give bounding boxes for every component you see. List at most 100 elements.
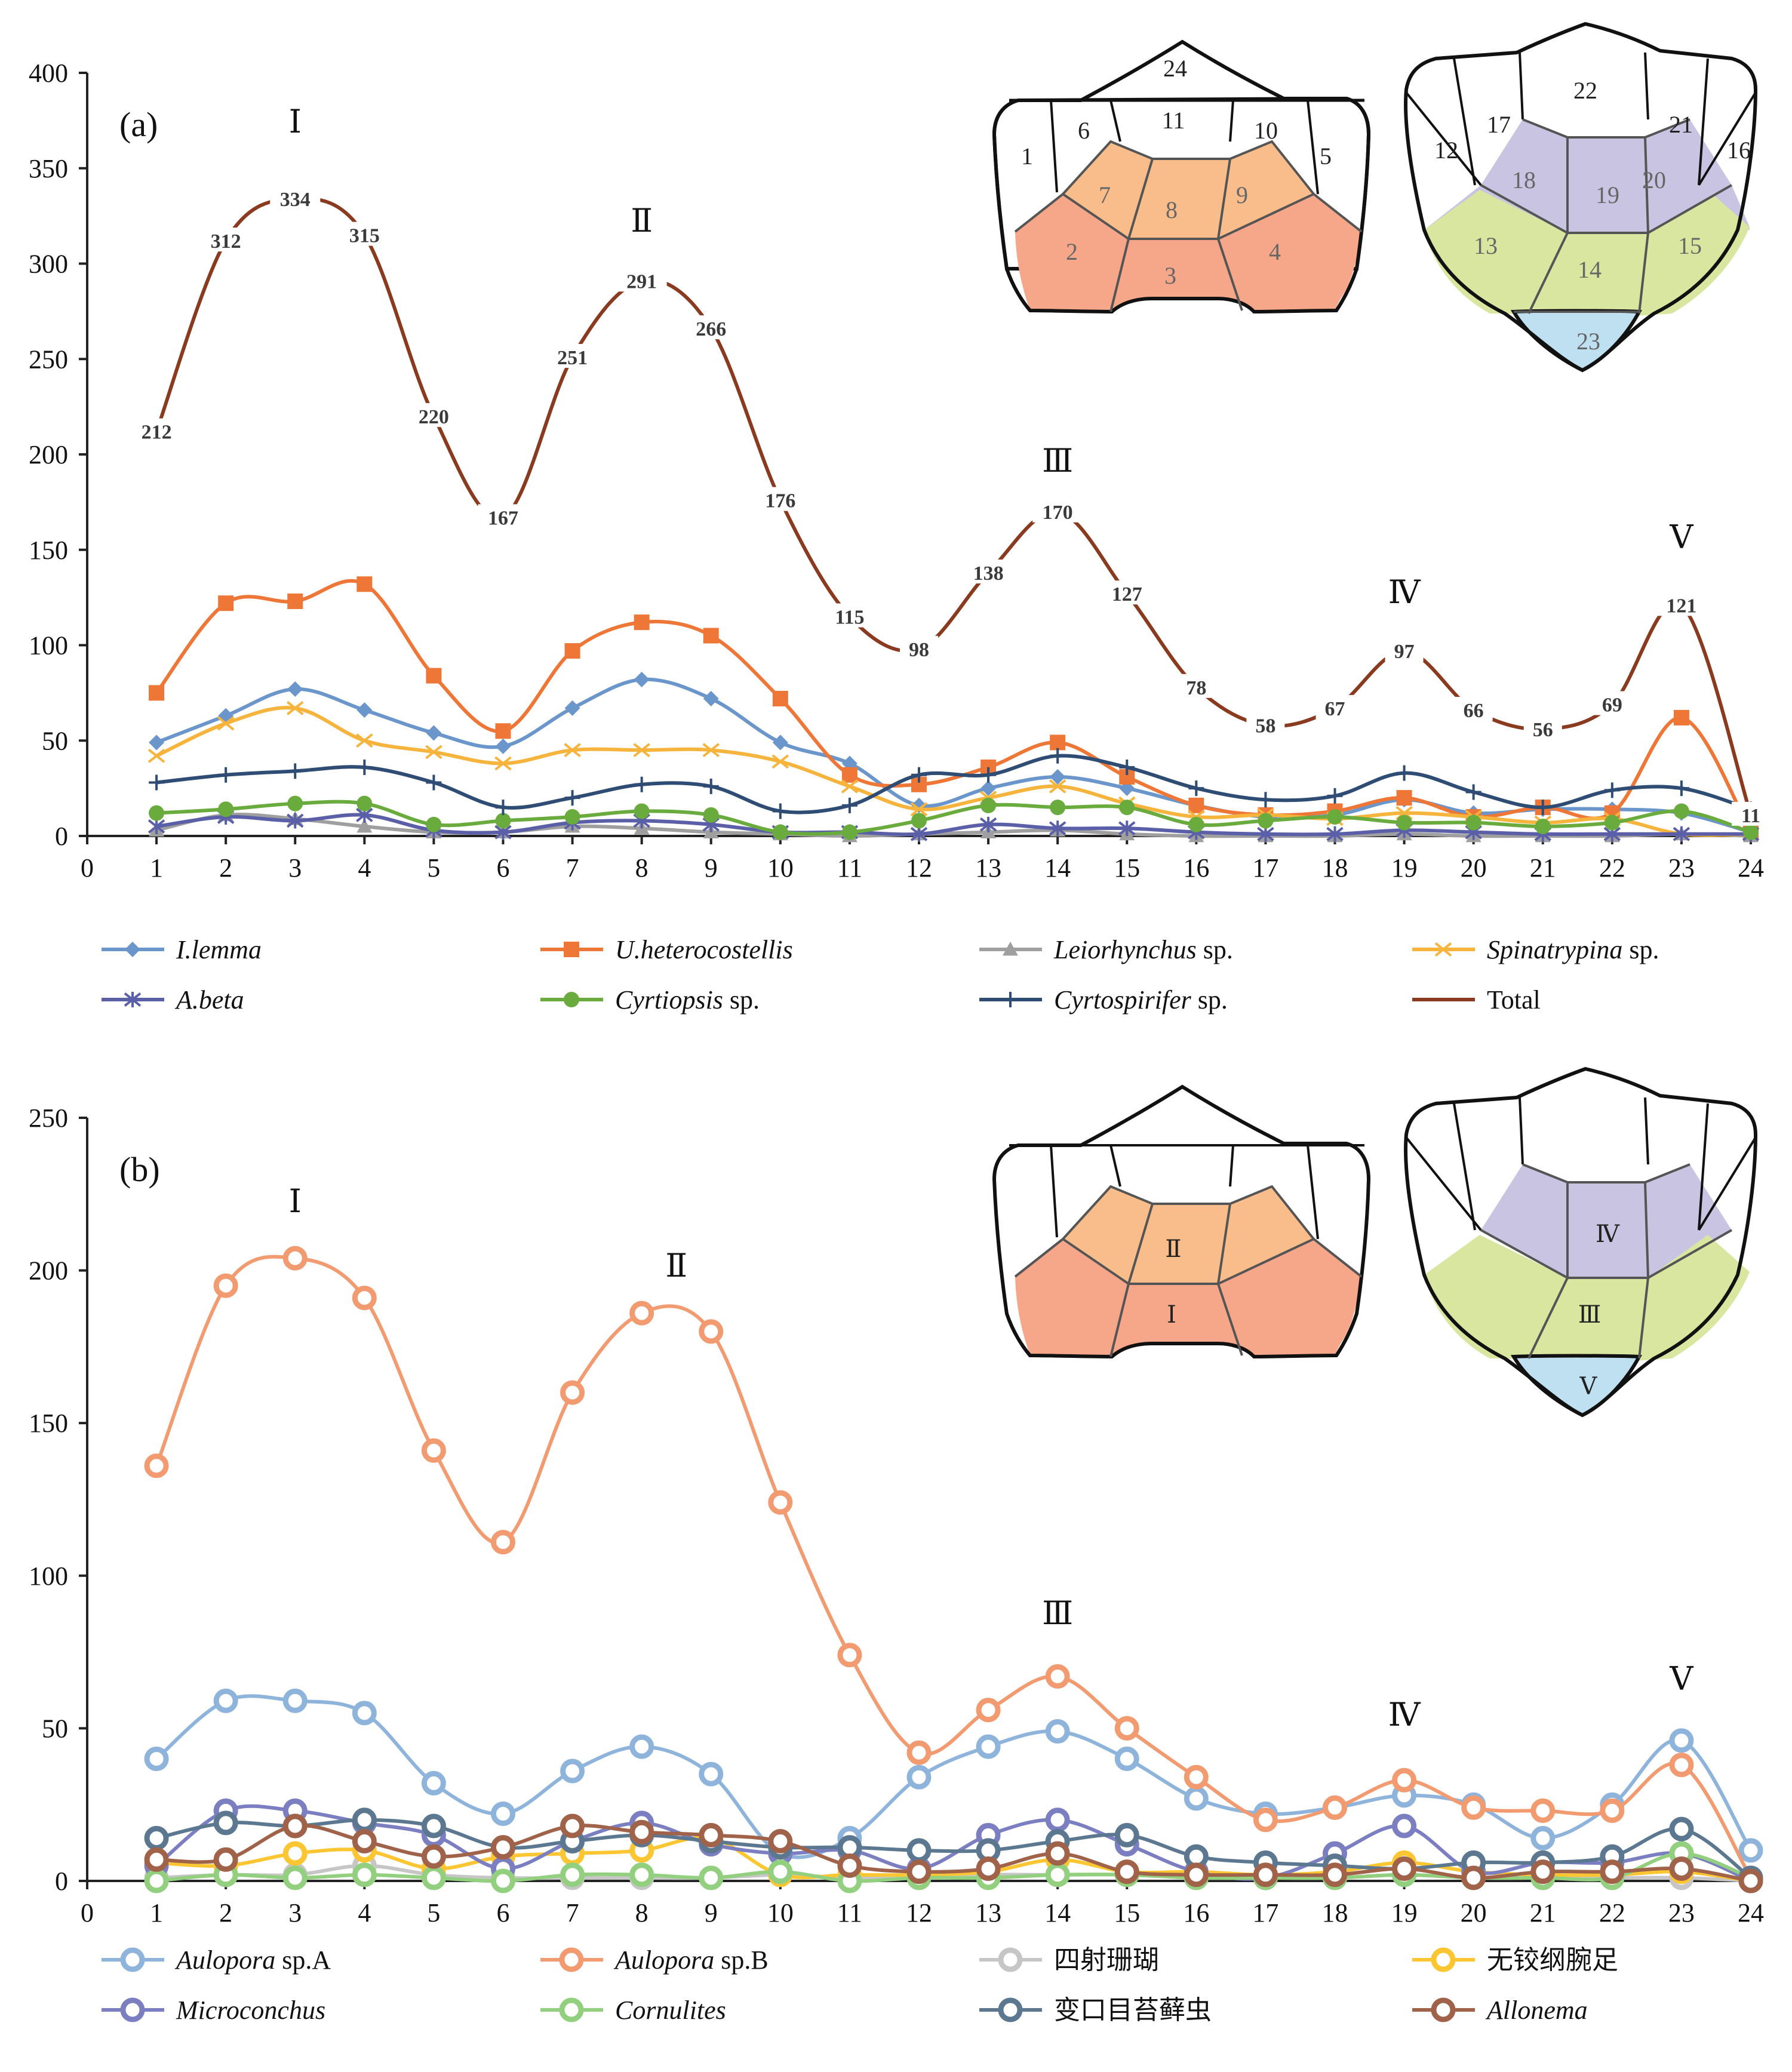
point-label-bg [963,559,1014,584]
data-point [1673,826,1690,842]
data-point [771,754,789,769]
data-point [772,690,788,706]
series-aulopora [144,1688,1763,1866]
x-tick-label: 9 [705,853,718,883]
data-point [287,763,303,779]
legend-label: Leiorhynchus sp. [1053,935,1233,964]
legend-b: Aulopora sp.A Aulopora sp.B 四射珊瑚 无铰纲腕足 Micro… [102,1945,1618,2025]
point-label-bg [1454,697,1493,721]
legend-label: U.heterocostellis [615,935,793,964]
data-point [352,1862,377,1887]
x-tick-label: 17 [1252,1898,1278,1927]
region-label: 19 [1596,182,1619,208]
data-point [768,1829,793,1854]
data-point [703,628,719,644]
legend-item: 四射珊瑚 [979,1945,1159,1975]
y-tick-label: 150 [29,536,68,565]
peak-label: Ⅰ [289,1183,302,1219]
data-point [491,1868,515,1893]
region-label: 6 [1078,117,1090,144]
data-point [426,774,442,791]
legend-label: Aulopora sp.A [174,1945,331,1975]
data-point [421,1865,446,1890]
data-point [1049,820,1066,837]
y-tick-label: 200 [29,440,68,469]
point-label-bg [900,635,938,660]
point-label-bg [1593,691,1631,715]
data-point [1114,1716,1139,1741]
shell-diagrams-b: Ⅱ Ⅰ Ⅳ Ⅲ Ⅴ [992,1066,1758,1418]
data-point [352,1286,377,1311]
data-point [356,702,373,718]
data-point [1045,1719,1070,1744]
data-point [213,1688,238,1713]
data-point [1045,1664,1070,1689]
legend-label: Total [1487,985,1541,1015]
point-label: 66 [1464,700,1484,722]
region-label: 20 [1642,167,1666,193]
point-label-bg [755,487,806,511]
x-tick-label: 15 [1114,1898,1140,1927]
x-tick-label: 11 [837,853,862,883]
data-point [426,816,442,832]
data-point [1050,734,1066,751]
legend-label: 变口目苔藓虫 [1054,1996,1212,2025]
data-point [1461,1795,1486,1820]
x-tick-label: 21 [1530,853,1556,883]
y-tick-label: 400 [29,59,68,88]
point-label-bg [547,344,598,368]
region-label: 3 [1164,262,1176,289]
data-point [144,1747,169,1772]
series-i-lemma [149,672,1759,840]
x-tick-label: 6 [497,1898,510,1927]
y-tick-label: 0 [55,822,68,851]
x-tick-label: 14 [1044,1898,1071,1927]
point-label-bg [1385,638,1424,662]
point-label-bg [1177,674,1216,698]
series-line [156,812,1751,838]
data-point [421,1438,446,1463]
point-label-bg [1656,592,1707,616]
x-tick-label: 17 [1252,853,1278,883]
legend-item: 无铰纲腕足 [1412,1945,1618,1975]
x-tick-label: 0 [81,1898,94,1927]
data-point [144,1868,169,1893]
region-label: 5 [1320,143,1332,170]
data-point [1327,809,1343,825]
region-label: 24 [1163,55,1187,82]
point-label-bg [1732,801,1770,826]
data-point [1669,1753,1694,1778]
point-label-bg [1523,716,1562,740]
data-point [149,685,165,701]
region-label: 9 [1236,182,1248,208]
x-tick-label: 24 [1738,853,1764,883]
data-point [633,743,650,758]
data-point [911,767,927,783]
data-point [421,1844,446,1869]
point-label-bg [1032,498,1083,522]
data-point [144,1453,169,1478]
data-point [421,1813,446,1839]
point-label: 11 [1741,805,1760,827]
data-point [1323,1862,1347,1887]
region-label: 1 [1021,143,1033,170]
x-tick-label: 9 [705,1898,718,1927]
y-tick-label: 250 [29,1103,68,1133]
data-point [772,734,788,751]
region-label: 12 [1434,137,1458,164]
data-point [1114,1859,1139,1885]
shell-diagram-a-left: 24 1 6 11 10 5 7 8 9 2 3 4 [992,39,1371,314]
data-point [495,723,511,739]
x-tick-label: 22 [1599,853,1625,883]
legend-label: Aulopora sp.B [613,1945,769,1975]
peak-label: Ⅳ [1388,1697,1421,1733]
data-point [1673,780,1689,797]
point-label-bg [478,504,528,528]
point-label: 121 [1666,595,1696,617]
legend-item: Cyrtiopsis sp. [540,985,760,1015]
legend-label: Microconchus [176,1996,325,2025]
region-label: 2 [1066,238,1078,265]
point-label: 176 [765,490,795,512]
data-point [125,942,140,957]
